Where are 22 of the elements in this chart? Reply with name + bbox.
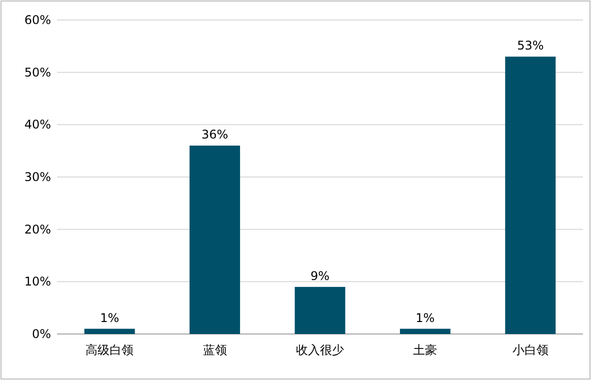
- bar: [190, 146, 240, 334]
- bar: [400, 328, 450, 334]
- y-tick-label: 40%: [24, 118, 51, 132]
- data-label: 36%: [201, 128, 228, 142]
- y-tick-label: 20%: [24, 222, 51, 236]
- y-tick-label: 60%: [24, 13, 51, 27]
- bar: [505, 56, 556, 334]
- data-label: 1%: [100, 310, 120, 325]
- x-tick-label: 高级白领: [86, 343, 134, 357]
- bar: [84, 328, 135, 334]
- data-label: 1%: [416, 310, 435, 325]
- y-tick-label: 0%: [32, 327, 51, 341]
- x-tick-label: 收入很少: [296, 343, 344, 357]
- x-tick-label: 蓝领: [202, 343, 227, 357]
- bar: [294, 286, 346, 334]
- data-label: 53%: [517, 38, 544, 53]
- y-tick-label: 30%: [24, 170, 51, 184]
- y-tick-label: 50%: [24, 65, 51, 80]
- x-tick-label: 小白领: [512, 343, 548, 357]
- y-tick-label: 10%: [24, 274, 51, 289]
- data-label: 9%: [310, 268, 330, 283]
- x-tick-label: 土豪: [413, 343, 438, 357]
